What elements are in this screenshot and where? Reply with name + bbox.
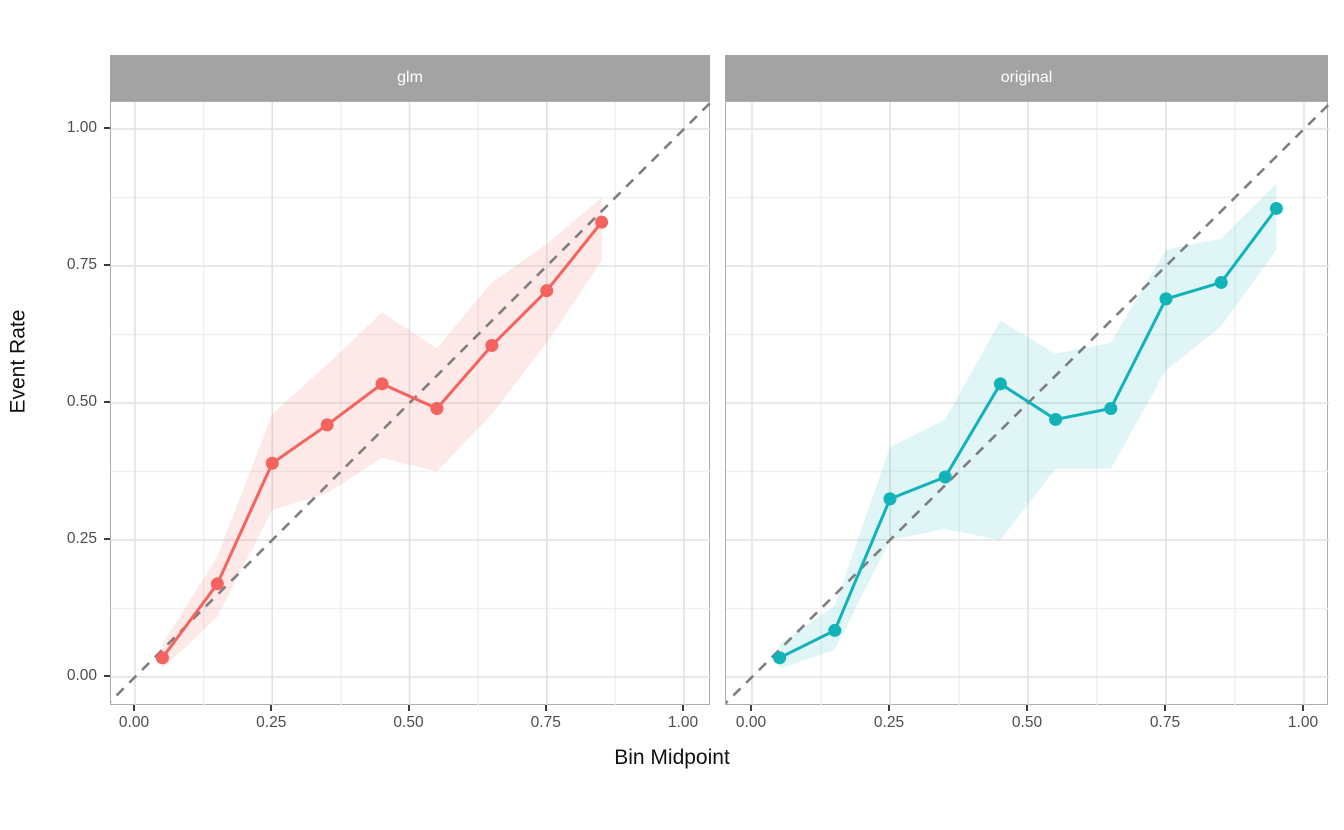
data-point <box>595 215 609 229</box>
x-tick-label: 0.50 <box>1011 714 1043 731</box>
calibration-line <box>778 207 1278 660</box>
x-tick-label: 0.00 <box>118 714 150 731</box>
data-point <box>1159 292 1173 306</box>
y-tick-mark <box>104 675 110 677</box>
plot-panel-glm <box>110 101 711 706</box>
data-point <box>375 377 389 391</box>
y-tick-mark <box>104 538 110 540</box>
x-tick-mark <box>1026 705 1028 711</box>
x-tick-label: 0.75 <box>530 714 561 731</box>
data-point <box>430 401 444 415</box>
x-tick-label: 0.00 <box>735 714 767 731</box>
facet-strip-original: original <box>725 55 1328 101</box>
x-tick-mark <box>888 705 890 711</box>
x-tick-mark <box>544 705 547 711</box>
y-tick-mark <box>104 401 110 403</box>
data-point <box>938 470 952 484</box>
x-tick-label: 0.50 <box>393 714 424 731</box>
y-tick-mark <box>104 127 110 129</box>
x-tick-label: 1.00 <box>667 714 699 731</box>
x-tick-mark <box>133 705 135 711</box>
data-point <box>485 338 499 352</box>
x-tick-label: 0.75 <box>1149 714 1181 731</box>
data-point <box>155 651 169 665</box>
data-point <box>1269 201 1283 215</box>
data-point <box>540 284 554 298</box>
data-point <box>210 577 224 591</box>
x-tick-mark <box>682 705 684 711</box>
data-point <box>1049 412 1063 426</box>
data-point <box>1214 275 1228 289</box>
x-tick-label: 1.00 <box>1287 714 1319 731</box>
x-tick-mark <box>1164 705 1166 711</box>
facet-strip-label: glm <box>397 69 423 86</box>
y-tick-label: 0.75 <box>66 256 97 273</box>
data-point <box>883 492 897 506</box>
x-tick-mark <box>407 705 410 711</box>
y-tick-label: 0.25 <box>66 530 97 547</box>
data-point <box>265 456 279 470</box>
x-tick-label: 0.25 <box>873 714 905 731</box>
y-tick-label: 0.00 <box>66 667 97 684</box>
x-tick-mark <box>270 705 273 711</box>
data-point <box>993 377 1007 391</box>
y-tick-mark <box>104 264 110 266</box>
x-axis-title: Bin Midpoint <box>614 746 730 769</box>
facet-strip-label: original <box>1000 69 1053 86</box>
x-tick-mark <box>1302 705 1304 711</box>
data-point <box>828 623 842 637</box>
confidence-ribbon <box>779 183 1277 669</box>
x-tick-mark <box>750 705 752 711</box>
identity-reference-line <box>111 102 711 703</box>
chart-canvas-original <box>726 102 1329 706</box>
data-point <box>320 418 334 432</box>
x-tick-label: 0.25 <box>256 714 287 731</box>
chart-canvas-glm <box>111 102 711 706</box>
data-point <box>773 651 787 665</box>
y-tick-label: 1.00 <box>66 119 97 136</box>
y-tick-label: 0.50 <box>66 393 97 410</box>
confidence-ribbon <box>162 197 602 669</box>
data-point <box>1104 401 1118 415</box>
plot-panel-original <box>725 101 1329 706</box>
facet-strip-glm: glm <box>110 55 710 101</box>
